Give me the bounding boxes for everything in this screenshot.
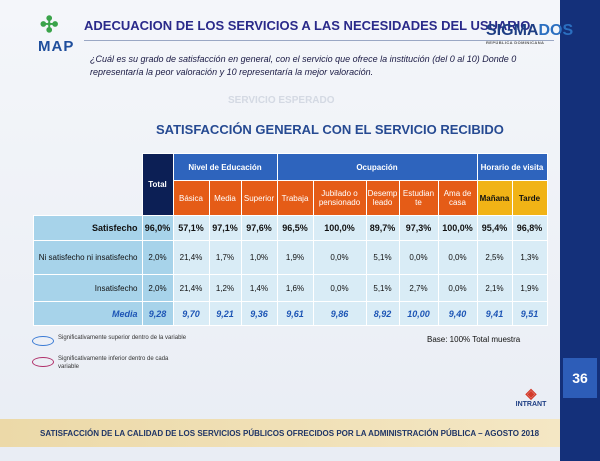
table-cell: 9,28	[141, 301, 174, 326]
row-label: Ni satisfecho ni insatisfecho	[33, 240, 143, 275]
table-cell: 10,00	[398, 301, 439, 326]
table-cell: 0,0%	[312, 274, 367, 302]
header-group-schedule: Horario de visita	[476, 153, 548, 181]
table-cell: 21,4%	[172, 240, 210, 275]
table-cell: 2,5%	[476, 240, 513, 275]
table-cell: 1,6%	[276, 274, 314, 302]
legend-oval-red-icon	[32, 357, 54, 367]
table-cell: 2,0%	[141, 240, 174, 275]
map-logo: ✣ MAP	[30, 14, 82, 58]
table-row: Satisfecho 96,0% 57,1% 97,1% 97,6% 96,5%…	[33, 215, 548, 241]
table-cell: 2,1%	[476, 274, 513, 302]
table-cell: 5,1%	[365, 274, 400, 302]
footer-band	[0, 419, 560, 447]
table-cell: 9,70	[172, 301, 210, 326]
col-trabaja: Trabaja	[276, 180, 314, 216]
table-cell: 9,21	[208, 301, 242, 326]
table-cell: 9,86	[312, 301, 367, 326]
base-note: Base: 100% Total muestra	[427, 335, 521, 344]
table-cell: 1,4%	[240, 274, 278, 302]
col-basica: Básica	[172, 180, 210, 216]
table-row: Media 9,28 9,70 9,21 9,36 9,61 9,86 8,92…	[33, 301, 548, 326]
table-cell: 1,7%	[208, 240, 242, 275]
table-cell: 9,61	[276, 301, 314, 326]
table-cell: 9,51	[511, 301, 548, 326]
results-table: Total Nivel de Educación Ocupación Horar…	[33, 153, 548, 326]
row-label: Insatisfecho	[33, 274, 143, 302]
map-logo-icon: ✣	[40, 12, 59, 37]
table-cell: 0,0%	[398, 240, 439, 275]
table-title: SATISFACCIÓN GENERAL CON EL SERVICIO REC…	[156, 122, 504, 137]
table-cell: 1,3%	[511, 240, 548, 275]
col-ama-de-casa: Ama de casa	[437, 180, 478, 216]
intrant-logo-icon: ◈	[525, 385, 537, 401]
intrant-logo: ◈ INTRANT	[505, 385, 557, 415]
table-cell: 97,1%	[208, 215, 242, 241]
header-total: Total	[141, 153, 174, 216]
header-divider	[84, 40, 554, 41]
page-title: ADECUACION DE LOS SERVICIOS A LAS NECESI…	[84, 18, 531, 33]
table-cell: 96,5%	[276, 215, 314, 241]
col-manana: Mañana	[476, 180, 513, 216]
header-group-occupation: Ocupación	[276, 153, 478, 181]
table-cell: 1,9%	[511, 274, 548, 302]
table-cell: 5,1%	[365, 240, 400, 275]
table-cell: 57,1%	[172, 215, 210, 241]
table-cell: 96,8%	[511, 215, 548, 241]
ghost-heading: SERVICIO ESPERADO	[228, 95, 335, 106]
col-media: Media	[208, 180, 242, 216]
row-label: Media	[33, 301, 143, 326]
footer-text: SATISFACCIÓN DE LA CALIDAD DE LOS SERVIC…	[40, 429, 540, 438]
table-cell: 9,36	[240, 301, 278, 326]
table-cell: 9,41	[476, 301, 513, 326]
row-label: Satisfecho	[33, 215, 143, 241]
col-estudiante: Estudian te	[398, 180, 439, 216]
col-jubilado: Jubilado o pensionado	[312, 180, 367, 216]
table-corner	[34, 154, 143, 216]
table-cell: 21,4%	[172, 274, 210, 302]
legend-oval-blue-icon	[32, 336, 54, 346]
table-cell: 100,0%	[312, 215, 367, 241]
table-row: Insatisfecho 2,0% 21,4% 1,2% 1,4% 1,6% 0…	[33, 274, 548, 302]
sigmados-logo-main: SIGMA	[486, 22, 539, 39]
sigmados-logo-sub: REPÚBLICA DOMINICANA	[486, 40, 545, 45]
intrant-logo-text: INTRANT	[515, 401, 547, 408]
table-cell: 2,7%	[398, 274, 439, 302]
table-row: Ni satisfecho ni insatisfecho 2,0% 21,4%…	[33, 240, 548, 275]
legend-inferior-text: Significativamente inferior dentro de ca…	[58, 356, 169, 370]
col-tarde: Tarde	[511, 180, 548, 216]
table-cell: 0,0%	[437, 274, 478, 302]
table-cell: 0,0%	[437, 240, 478, 275]
sigmados-logo-accent: DOS	[538, 22, 574, 39]
col-desempleado: Desemp leado	[365, 180, 400, 216]
survey-question: ¿Cuál es su grado de satisfacción en gen…	[90, 54, 517, 77]
header-group-education: Nivel de Educación	[172, 153, 278, 181]
map-logo-text: MAP	[38, 38, 75, 55]
table-cell: 1,9%	[276, 240, 314, 275]
col-superior: Superior	[240, 180, 278, 216]
legend-superior-text: Significativamente superior dentro de la…	[58, 335, 187, 341]
table-cell: 9,40	[437, 301, 478, 326]
table-cell: 0,0%	[312, 240, 367, 275]
table-cell: 100,0%	[437, 215, 478, 241]
table-cell: 95,4%	[476, 215, 513, 241]
table-cell: 1,0%	[240, 240, 278, 275]
sigmados-logo: SIGMADOS REPÚBLICA DOMINICANA	[486, 22, 574, 45]
page-number: 36	[563, 358, 597, 398]
table-cell: 96,0%	[141, 215, 174, 241]
table-cell: 2,0%	[141, 274, 174, 302]
table-cell: 97,6%	[240, 215, 278, 241]
table-cell: 1,2%	[208, 274, 242, 302]
table-cell: 8,92	[365, 301, 400, 326]
table-cell: 97,3%	[398, 215, 439, 241]
table-cell: 89,7%	[365, 215, 400, 241]
